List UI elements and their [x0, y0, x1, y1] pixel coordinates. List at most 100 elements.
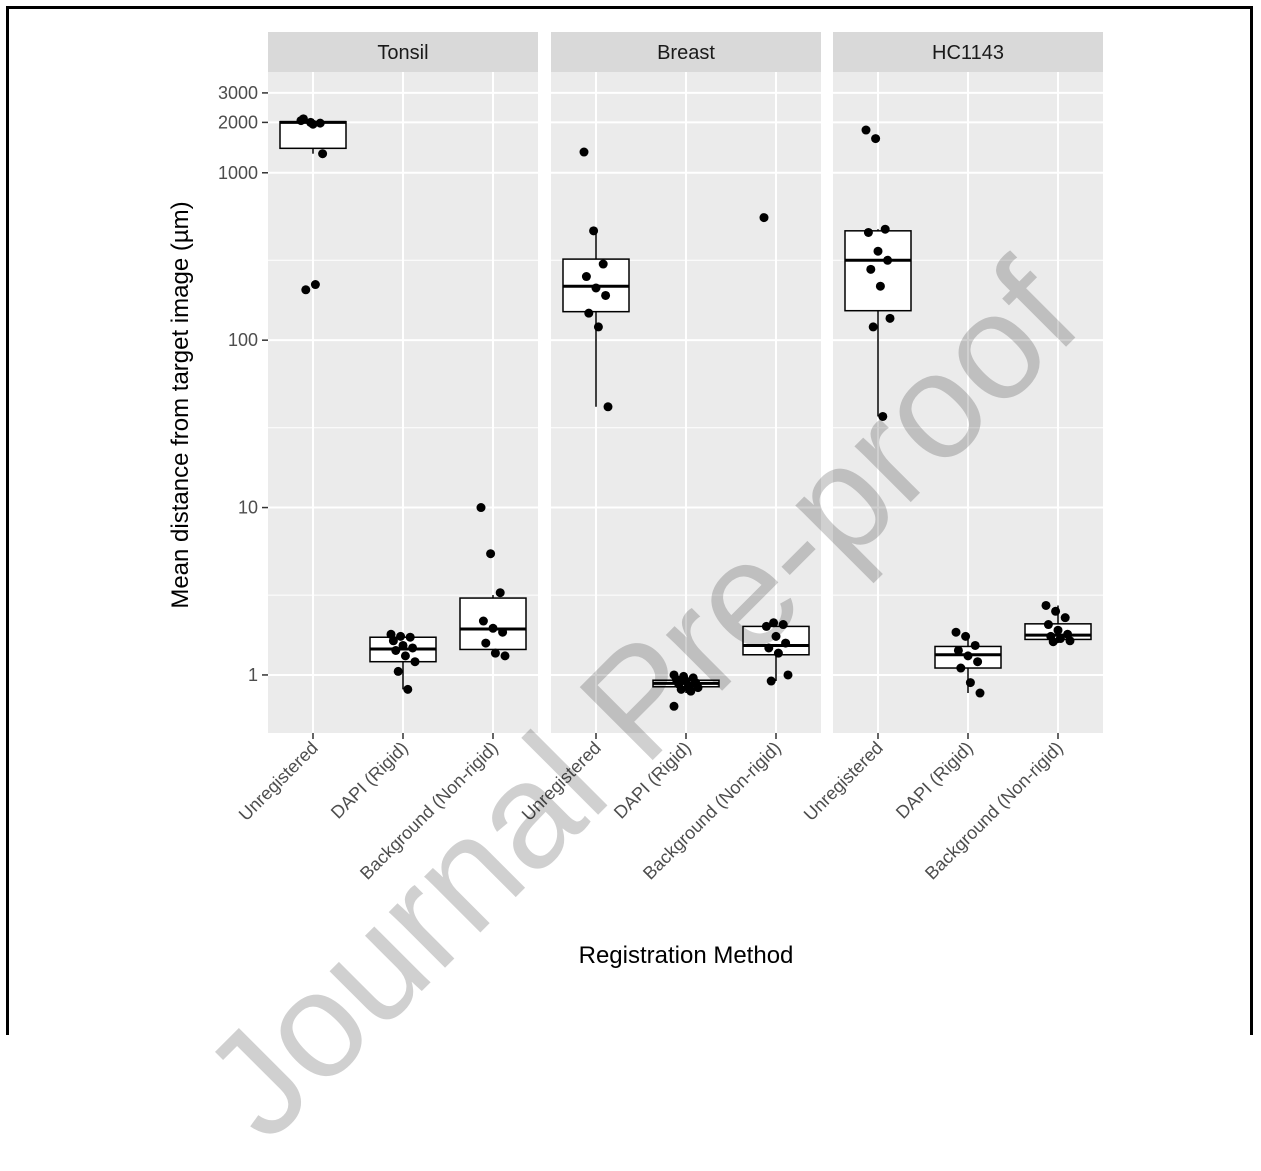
data-point: [1051, 606, 1061, 616]
data-point: [781, 638, 791, 648]
strip-background: [268, 32, 538, 72]
data-point: [669, 701, 679, 711]
y-tick-label: 1000: [218, 163, 258, 183]
data-point: [686, 686, 696, 696]
data-point: [861, 125, 871, 135]
facet-label: HC1143: [932, 42, 1004, 64]
data-point: [391, 645, 401, 655]
data-point: [875, 281, 885, 291]
data-point: [878, 411, 888, 421]
data-point: [953, 645, 963, 655]
data-point: [961, 631, 971, 641]
data-point: [863, 227, 873, 237]
x-tick-label: DAPI (Rigid): [892, 738, 977, 823]
data-point: [589, 226, 599, 236]
box-iqr: [844, 230, 912, 312]
data-point: [598, 259, 608, 269]
data-point: [956, 663, 966, 673]
data-point: [310, 280, 320, 290]
x-tick-label: DAPI (Rigid): [327, 738, 412, 823]
data-point: [393, 666, 403, 676]
data-point: [764, 643, 774, 653]
data-point: [761, 621, 771, 631]
facet-label: Breast: [657, 42, 715, 64]
data-point: [693, 683, 703, 693]
x-tick-label: Unregistered: [235, 738, 322, 825]
data-point: [1065, 636, 1075, 646]
data-point: [965, 678, 975, 688]
data-point: [885, 313, 895, 323]
data-point: [488, 623, 498, 633]
data-point: [766, 676, 776, 686]
y-axis-title: Mean distance from target image (µm): [167, 201, 194, 608]
data-point: [603, 402, 613, 412]
data-point: [759, 213, 769, 223]
facet-label: Tonsil: [377, 42, 428, 64]
data-point: [1053, 625, 1063, 635]
data-point: [963, 651, 973, 661]
data-point: [498, 627, 508, 637]
data-point: [975, 688, 985, 698]
data-point: [396, 631, 406, 641]
data-point: [403, 684, 413, 694]
y-tick-label: 100: [228, 330, 258, 350]
data-point: [593, 322, 603, 332]
data-point: [388, 636, 398, 646]
data-point: [298, 114, 308, 124]
y-tick-label: 3000: [218, 83, 258, 103]
data-point: [778, 620, 788, 630]
data-point: [1041, 600, 1051, 610]
data-point: [1043, 620, 1053, 630]
data-point: [315, 118, 325, 128]
data-point: [973, 657, 983, 667]
box-iqr: [459, 597, 527, 651]
data-point: [301, 285, 311, 295]
data-point: [405, 632, 415, 642]
data-point: [868, 322, 878, 332]
strip-background: [551, 32, 821, 72]
strip-background: [833, 32, 1103, 72]
data-point: [866, 264, 876, 274]
data-point: [400, 651, 410, 661]
data-point: [410, 657, 420, 667]
data-point: [478, 616, 488, 626]
y-tick-label: 2000: [218, 112, 258, 132]
data-point: [1055, 634, 1065, 644]
x-tick-label: Unregistered: [518, 738, 605, 825]
data-point: [880, 224, 890, 234]
data-point: [398, 640, 408, 650]
data-point: [951, 627, 961, 637]
data-point: [486, 549, 496, 559]
data-point: [308, 119, 318, 129]
y-tick-label: 10: [238, 498, 258, 518]
data-point: [601, 290, 611, 300]
data-point: [970, 640, 980, 650]
data-point: [476, 503, 486, 513]
data-point: [883, 255, 893, 265]
data-point: [676, 684, 686, 694]
data-point: [871, 134, 881, 144]
data-point: [318, 149, 328, 159]
data-point: [771, 631, 781, 641]
data-point: [408, 643, 418, 653]
data-point: [490, 648, 500, 658]
data-point: [1048, 637, 1058, 647]
y-tick-label: 1: [248, 665, 258, 685]
data-point: [581, 272, 591, 282]
data-point: [773, 648, 783, 658]
x-axis-title: Registration Method: [579, 942, 794, 969]
data-point: [769, 618, 779, 628]
x-tick-label: Unregistered: [800, 738, 887, 825]
data-point: [873, 246, 883, 256]
data-point: [481, 638, 491, 648]
data-point: [579, 147, 589, 157]
data-point: [500, 651, 510, 661]
data-point: [1060, 613, 1070, 623]
figure-frame: [6, 6, 1253, 1035]
data-point: [591, 283, 601, 293]
data-point: [584, 308, 594, 318]
data-point: [495, 588, 505, 598]
data-point: [783, 670, 793, 680]
x-tick-label: DAPI (Rigid): [610, 738, 695, 823]
